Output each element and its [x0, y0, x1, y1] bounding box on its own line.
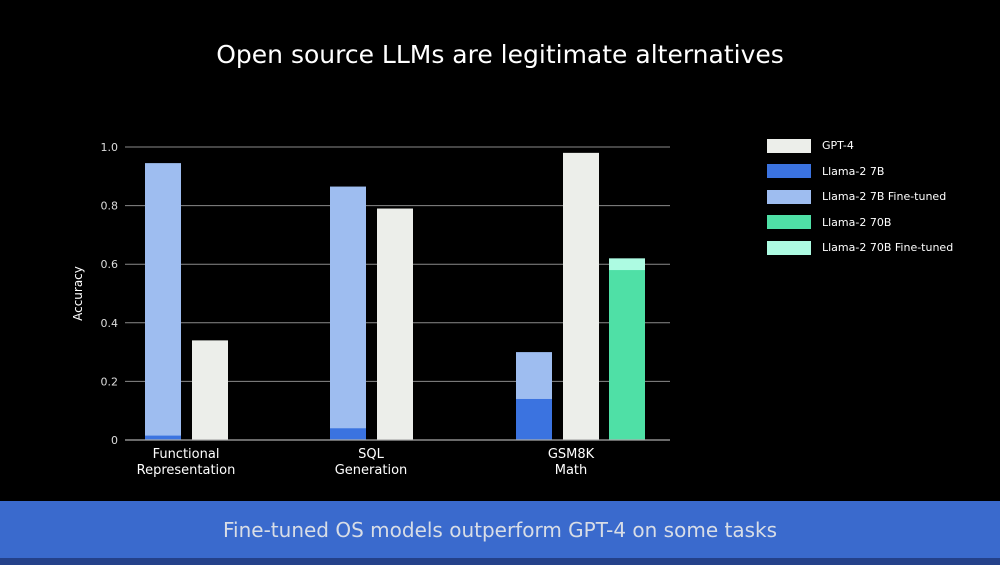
- x-tick-label: Math: [555, 463, 588, 478]
- chart-legend: GPT-4 Llama-2 7B Llama-2 7B Fine-tuned Llam…: [767, 133, 953, 261]
- y-tick-label: 0.4: [101, 317, 119, 330]
- bar-gpt4: [563, 152, 599, 441]
- caption-banner: Fine-tuned OS models outperform GPT-4 on…: [0, 501, 1000, 558]
- x-tick-label: SQL: [358, 447, 384, 462]
- bar-llama2-70b: [609, 270, 645, 440]
- legend-swatch: [767, 164, 811, 179]
- y-tick-label: 0.8: [101, 200, 119, 213]
- bar-llama2-7b: [330, 428, 366, 440]
- y-axis-label: Accuracy: [71, 266, 85, 321]
- legend-swatch: [767, 215, 811, 230]
- legend-label: Llama-2 70B Fine-tuned: [822, 241, 954, 255]
- legend-item: Llama-2 7B Fine-tuned: [767, 184, 953, 210]
- legend-label: Llama-2 70B: [822, 215, 892, 229]
- banner-strip: [0, 558, 1000, 565]
- x-tick-label: Functional: [153, 447, 220, 462]
- bar-llama2-7b: [145, 435, 181, 440]
- legend-swatch: [767, 189, 811, 204]
- x-tick-label: Representation: [137, 463, 236, 478]
- bar-gpt4: [377, 208, 413, 440]
- bar-llama2-7b-finetuned: [145, 163, 181, 441]
- y-tick-label: 0.6: [101, 258, 119, 271]
- bar-chart: 0 0.2 0.4 0.6 0.8 1.0 Accuracy FunctionalRepres…: [71, 141, 670, 478]
- slide-title: Open source LLMs are legitimate alternat…: [216, 40, 784, 69]
- legend-label: GPT-4: [822, 139, 854, 153]
- legend-item: Llama-2 7B: [767, 159, 953, 185]
- bar-llama2-7b: [516, 398, 552, 440]
- y-tick-label: 1.0: [101, 141, 119, 154]
- legend-item: GPT-4: [767, 133, 953, 159]
- bar-llama2-7b-finetuned: [330, 186, 366, 440]
- x-tick-label: GSM8K: [548, 447, 595, 462]
- legend-label: Llama-2 7B: [822, 164, 885, 178]
- legend-item: Llama-2 70B: [767, 210, 953, 236]
- bar-gpt4: [192, 340, 228, 440]
- legend-swatch: [767, 240, 811, 255]
- y-tick-label: 0: [111, 434, 118, 447]
- legend-item: Llama-2 70B Fine-tuned: [767, 235, 953, 261]
- legend-swatch: [767, 138, 811, 153]
- x-tick-label: Generation: [335, 463, 408, 478]
- legend-label: Llama-2 7B Fine-tuned: [822, 190, 947, 204]
- caption-text: Fine-tuned OS models outperform GPT-4 on…: [223, 517, 777, 542]
- y-tick-label: 0.2: [101, 375, 119, 388]
